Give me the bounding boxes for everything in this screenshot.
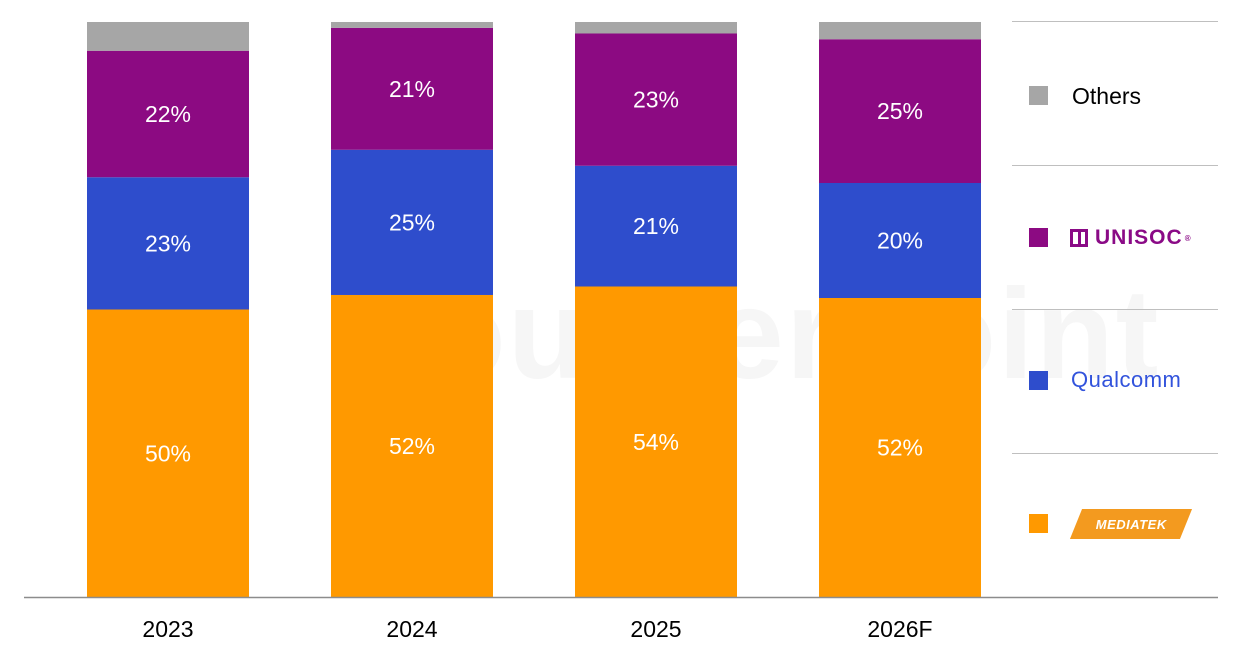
x-tick-label: 2026F — [867, 616, 932, 642]
bar-segment-others — [331, 22, 493, 28]
bar-segment-qualcomm — [87, 177, 249, 310]
bar-segment-unisoc — [819, 39, 981, 183]
legend-label-others: Others — [1072, 83, 1142, 109]
data-label-mediatek: 52% — [389, 433, 435, 459]
bar-segment-qualcomm — [575, 165, 737, 287]
legend-logo-mediatek: MEDIATEK — [1069, 509, 1193, 539]
bar-segment-others — [575, 22, 737, 34]
unisoc-logo-icon — [1070, 229, 1088, 247]
bar-segment-unisoc — [331, 27, 493, 150]
data-label-qualcomm: 23% — [145, 230, 191, 256]
unisoc-registered-mark: ® — [1184, 233, 1192, 243]
data-label-unisoc: 21% — [389, 76, 435, 102]
bar-segment-mediatek — [87, 309, 249, 597]
data-label-mediatek: 50% — [145, 440, 191, 466]
data-label-mediatek: 54% — [633, 429, 679, 455]
legend-swatch-qualcomm — [1029, 371, 1048, 390]
data-label-unisoc: 23% — [633, 87, 679, 113]
bar-segment-mediatek — [331, 294, 493, 597]
data-label-qualcomm: 20% — [877, 228, 923, 254]
data-label-qualcomm: 25% — [389, 209, 435, 235]
legend-separator — [1012, 165, 1218, 166]
legend-separator — [1012, 453, 1218, 454]
bar-segment-unisoc — [575, 33, 737, 166]
bar-segment-mediatek — [819, 298, 981, 597]
x-tick-label: 2025 — [630, 616, 681, 642]
legend-logo-qualcomm: Qualcomm — [1071, 367, 1182, 392]
x-tick-label: 2024 — [386, 616, 437, 642]
legend-swatch-mediatek — [1029, 514, 1048, 533]
data-label-qualcomm: 21% — [633, 213, 679, 239]
bar-segment-qualcomm — [819, 183, 981, 298]
mediatek-logo-text: MEDIATEK — [1095, 516, 1167, 532]
x-tick-label: 2023 — [142, 616, 193, 642]
unisoc-logo-text: UNISOC — [1095, 226, 1183, 249]
data-label-unisoc: 22% — [145, 101, 191, 127]
data-label-mediatek: 52% — [877, 435, 923, 461]
legend-separator — [1012, 309, 1218, 310]
data-label-unisoc: 25% — [877, 98, 923, 124]
legend-logo-unisoc: UNISOC ® — [1070, 225, 1192, 251]
bar-segment-others — [87, 22, 249, 51]
bar-segment-qualcomm — [331, 149, 493, 295]
bar-segment-unisoc — [87, 50, 249, 178]
legend-separator — [1012, 21, 1218, 22]
legend-swatch-others — [1029, 86, 1048, 105]
bar-segment-mediatek — [575, 286, 737, 597]
legend-swatch-unisoc — [1029, 228, 1048, 247]
bar-segment-others — [819, 22, 981, 40]
